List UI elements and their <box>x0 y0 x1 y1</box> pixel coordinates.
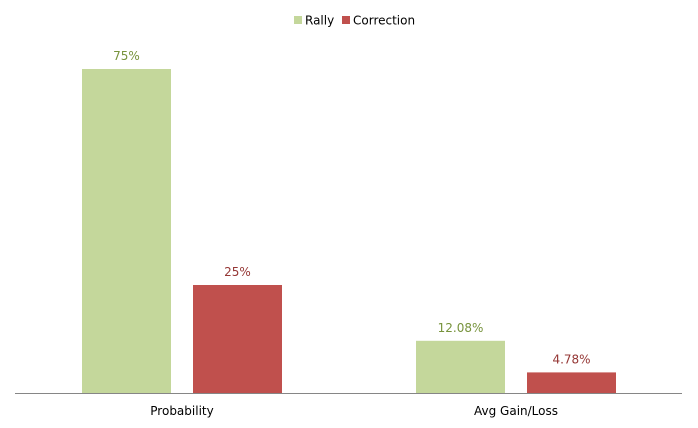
x-tick-label-probability: Probability <box>150 404 213 418</box>
x-tick-label-avg-gain-loss: Avg Gain/Loss <box>474 404 558 418</box>
data-label-rally-avg-gain-loss: 12.08% <box>438 321 484 335</box>
legend-label-correction: Correction <box>353 14 415 28</box>
bar-correction-probability <box>193 285 282 393</box>
legend-label-rally: Rally <box>305 14 334 28</box>
legend-swatch-rally <box>294 16 302 24</box>
data-label-rally-probability: 75% <box>113 49 140 63</box>
legend: Rally Correction <box>294 14 415 28</box>
bar-rally-probability <box>82 69 171 393</box>
bar-correction-avg-gain-loss <box>527 372 616 393</box>
data-label-correction-probability: 25% <box>224 265 251 279</box>
bar-rally-avg-gain-loss <box>416 340 505 393</box>
legend-swatch-correction <box>342 16 350 24</box>
plot-area: 75% 25% 12.08% 4.78% <box>82 49 616 393</box>
data-label-correction-avg-gain-loss: 4.78% <box>552 352 590 366</box>
